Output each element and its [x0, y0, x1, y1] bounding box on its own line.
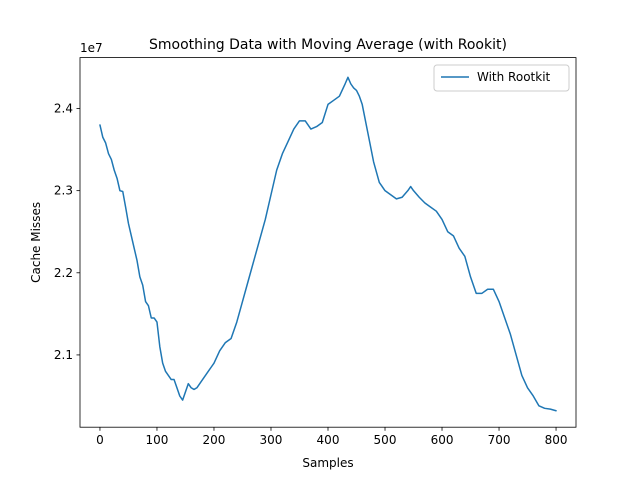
- x-tick-label: 100: [146, 433, 169, 447]
- legend-entry-with-rootkit: With Rootkit: [477, 70, 551, 84]
- y-tick-label: 2.3: [54, 184, 73, 198]
- x-tick-label: 0: [96, 433, 104, 447]
- x-tick-label: 400: [317, 433, 340, 447]
- y-tick-label: 2.2: [54, 266, 73, 280]
- x-axis: 0 100 200 300 400 500 600 700 800: [96, 427, 567, 447]
- x-tick-label: 600: [431, 433, 454, 447]
- series-line-0: [99, 76, 557, 412]
- x-tick-label: 500: [374, 433, 397, 447]
- legend-box: [433, 64, 570, 92]
- y-axis: 2.1 2.2 2.3 2.4: [54, 102, 80, 362]
- legend: With Rootkit: [433, 64, 570, 92]
- y-tick-label: 2.4: [54, 102, 73, 116]
- y-axis-label: Cache Misses: [29, 202, 43, 283]
- x-tick-label: 700: [488, 433, 511, 447]
- x-tick-label: 200: [203, 433, 226, 447]
- plot-layer: [99, 76, 557, 412]
- x-tick-label: 300: [260, 433, 283, 447]
- y-offset-label: 1e7: [80, 41, 103, 55]
- x-tick-label: 800: [545, 433, 568, 447]
- x-axis-label: Samples: [302, 456, 353, 470]
- chart-title: Smoothing Data with Moving Average (with…: [149, 37, 507, 53]
- y-tick-label: 2.1: [54, 348, 73, 362]
